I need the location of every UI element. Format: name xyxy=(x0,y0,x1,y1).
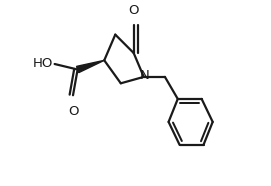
Text: N: N xyxy=(140,69,150,82)
Polygon shape xyxy=(76,60,104,73)
Text: O: O xyxy=(69,105,79,118)
Text: HO: HO xyxy=(33,57,53,70)
Text: O: O xyxy=(128,4,139,17)
